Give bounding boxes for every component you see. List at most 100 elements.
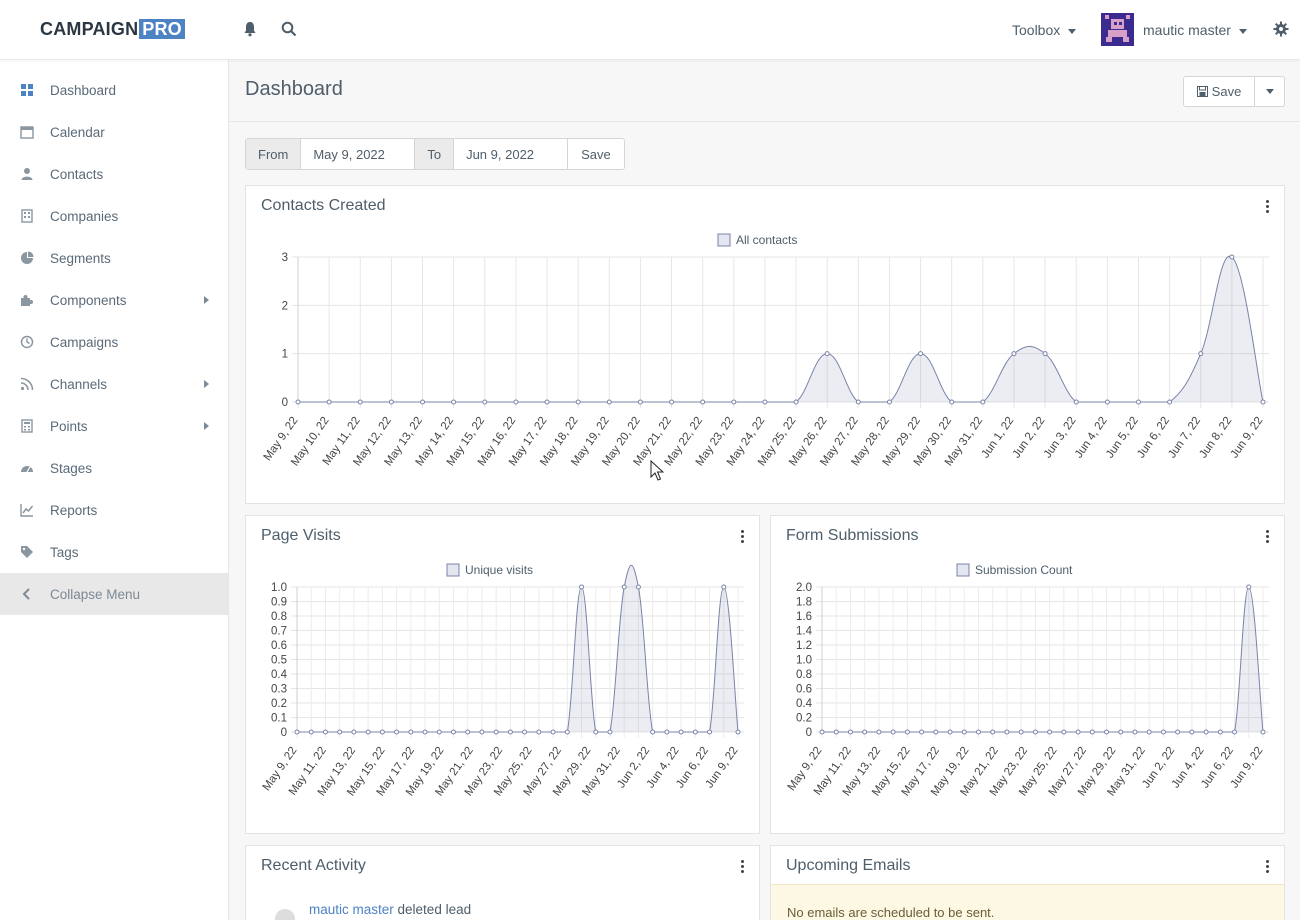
legend-swatch[interactable] (717, 233, 731, 247)
data-point[interactable] (606, 399, 612, 405)
data-point[interactable] (1260, 729, 1266, 735)
sidebar-item-segments[interactable]: Segments (0, 237, 228, 279)
legend-swatch[interactable] (956, 563, 970, 577)
sidebar-item-contacts[interactable]: Contacts (0, 153, 228, 195)
data-point[interactable] (731, 399, 737, 405)
data-point[interactable] (351, 729, 357, 735)
data-point[interactable] (564, 729, 570, 735)
data-point[interactable] (575, 399, 581, 405)
data-point[interactable] (1135, 399, 1141, 405)
data-point[interactable] (721, 584, 727, 590)
data-point[interactable] (621, 584, 627, 590)
data-point[interactable] (294, 729, 300, 735)
data-point[interactable] (990, 729, 996, 735)
sidebar-item-components[interactable]: Components (0, 279, 228, 321)
kebab-menu-icon[interactable] (739, 530, 745, 544)
sidebar-item-dashboard[interactable]: Dashboard (0, 69, 228, 111)
data-point[interactable] (1160, 729, 1166, 735)
data-point[interactable] (607, 729, 613, 735)
data-point[interactable] (707, 729, 713, 735)
data-point[interactable] (1004, 729, 1010, 735)
data-point[interactable] (522, 729, 528, 735)
data-point[interactable] (824, 351, 830, 357)
data-point[interactable] (919, 729, 925, 735)
collapse-menu-button[interactable]: Collapse Menu (0, 573, 228, 615)
data-point[interactable] (961, 729, 967, 735)
data-point[interactable] (1104, 729, 1110, 735)
data-point[interactable] (1229, 254, 1235, 260)
data-point[interactable] (1217, 729, 1223, 735)
kebab-menu-icon[interactable] (1264, 530, 1270, 544)
data-point[interactable] (980, 399, 986, 405)
data-point[interactable] (933, 729, 939, 735)
data-point[interactable] (1075, 729, 1081, 735)
data-point[interactable] (1132, 729, 1138, 735)
sidebar-item-calendar[interactable]: Calendar (0, 111, 228, 153)
apply-date-range-button[interactable]: Save (581, 146, 611, 162)
data-point[interactable] (1042, 351, 1048, 357)
data-point[interactable] (886, 399, 892, 405)
data-point[interactable] (1032, 729, 1038, 735)
activity-user-link[interactable]: mautic master (309, 902, 394, 917)
data-point[interactable] (436, 729, 442, 735)
data-point[interactable] (388, 399, 394, 405)
data-point[interactable] (949, 399, 955, 405)
data-point[interactable] (1089, 729, 1095, 735)
data-point[interactable] (593, 729, 599, 735)
kebab-menu-icon[interactable] (739, 860, 745, 874)
data-point[interactable] (1146, 729, 1152, 735)
toolbox-menu[interactable]: Toolbox (1012, 22, 1077, 38)
data-point[interactable] (365, 729, 371, 735)
sidebar-item-reports[interactable]: Reports (0, 489, 228, 531)
data-point[interactable] (1011, 351, 1017, 357)
data-point[interactable] (337, 729, 343, 735)
data-point[interactable] (637, 399, 643, 405)
data-point[interactable] (664, 729, 670, 735)
data-point[interactable] (975, 729, 981, 735)
data-point[interactable] (833, 729, 839, 735)
data-point[interactable] (1167, 399, 1173, 405)
data-point[interactable] (904, 729, 910, 735)
sidebar-item-campaigns[interactable]: Campaigns (0, 321, 228, 363)
data-point[interactable] (762, 399, 768, 405)
gear-icon[interactable] (1270, 18, 1292, 40)
data-point[interactable] (322, 729, 328, 735)
save-options-dropdown[interactable] (1254, 76, 1285, 107)
data-point[interactable] (1047, 729, 1053, 735)
data-point[interactable] (947, 729, 953, 735)
data-point[interactable] (650, 729, 656, 735)
data-point[interactable] (450, 729, 456, 735)
data-point[interactable] (295, 399, 301, 405)
data-point[interactable] (482, 399, 488, 405)
data-point[interactable] (420, 399, 426, 405)
sidebar-item-companies[interactable]: Companies (0, 195, 228, 237)
data-point[interactable] (855, 399, 861, 405)
data-point[interactable] (513, 399, 519, 405)
data-point[interactable] (479, 729, 485, 735)
to-date-input[interactable]: Jun 9, 2022 (454, 139, 569, 169)
data-point[interactable] (1232, 729, 1238, 735)
sidebar-item-points[interactable]: Points (0, 405, 228, 447)
data-point[interactable] (918, 351, 924, 357)
data-point[interactable] (890, 729, 896, 735)
data-point[interactable] (678, 729, 684, 735)
data-point[interactable] (819, 729, 825, 735)
bell-icon[interactable] (239, 18, 261, 40)
search-icon[interactable] (278, 18, 300, 40)
data-point[interactable] (451, 399, 457, 405)
data-point[interactable] (493, 729, 499, 735)
legend-swatch[interactable] (446, 563, 460, 577)
sidebar-item-stages[interactable]: Stages (0, 447, 228, 489)
data-point[interactable] (1104, 399, 1110, 405)
sidebar-item-channels[interactable]: Channels (0, 363, 228, 405)
data-point[interactable] (1203, 729, 1209, 735)
user-avatar[interactable] (1101, 13, 1134, 46)
data-point[interactable] (394, 729, 400, 735)
data-point[interactable] (1073, 399, 1079, 405)
user-menu[interactable]: mautic master (1143, 22, 1247, 38)
data-point[interactable] (793, 399, 799, 405)
data-point[interactable] (735, 729, 741, 735)
data-point[interactable] (1118, 729, 1124, 735)
data-point[interactable] (579, 584, 585, 590)
data-point[interactable] (408, 729, 414, 735)
